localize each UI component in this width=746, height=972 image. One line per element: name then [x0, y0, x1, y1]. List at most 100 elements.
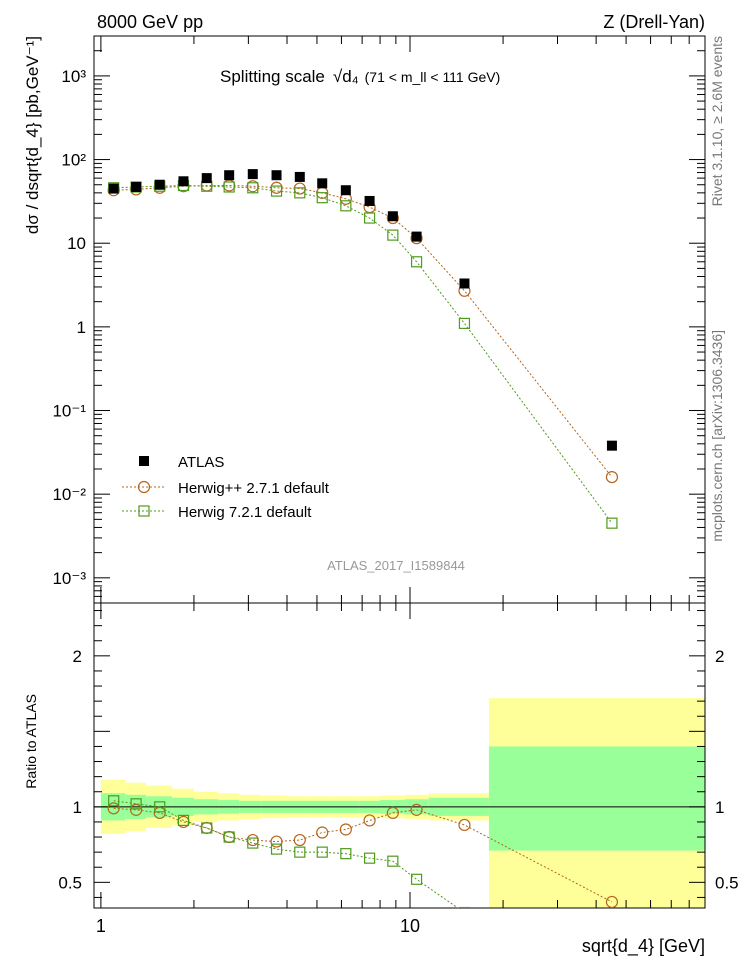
- main-y-tick-label: 10⁻³: [52, 569, 86, 588]
- main-data-point: [201, 173, 212, 184]
- ratio-y-tick-label-right: 2: [715, 647, 724, 666]
- legend-label: Herwig 7.2.1 default: [178, 504, 312, 521]
- mcplots-credit: mcplots.cern.ch [arXiv:1306.3436]: [709, 330, 725, 542]
- main-data-point: [270, 181, 283, 194]
- chart-title-math: √d₄: [333, 67, 359, 86]
- main-data-point: [387, 229, 399, 241]
- legend: ATLAS Herwig++ 2.7.1 default Herwig 7.2.1 …: [122, 454, 330, 521]
- ratio-data-point: [340, 848, 352, 860]
- main-data-point: [131, 181, 142, 192]
- ratio-data-point: [201, 822, 213, 834]
- main-data-point: [605, 470, 619, 484]
- main-data-point: [340, 200, 352, 212]
- main-data-point: [363, 212, 376, 224]
- main-data-point: [293, 182, 306, 195]
- main-data-point: [411, 231, 422, 242]
- ratio-y-label: Ratio to ATLAS: [23, 694, 39, 789]
- watermark: ATLAS_2017_I1589844: [327, 558, 465, 573]
- ratio-data-point: [410, 803, 423, 816]
- main-data-point: [458, 317, 471, 330]
- main-data-point: [108, 183, 119, 194]
- main-data-point: [387, 211, 398, 222]
- ratio-y-tick-label-right: 1: [715, 798, 724, 817]
- ratio-data-point: [108, 795, 120, 807]
- ratio-y-tick-label: 2: [73, 647, 82, 666]
- ratio-data-point: [246, 833, 259, 847]
- main-data-point: [224, 170, 235, 181]
- main-y-label: dσ / dsqrt{d_4} [pb,GeV⁻¹]: [23, 36, 42, 234]
- main-y-tick-label: 10²: [61, 151, 86, 170]
- x-axis-label: sqrt{d_4} [GeV]: [582, 936, 705, 957]
- main-y-tick-label: 10⁻¹: [52, 402, 86, 421]
- ratio-data-point: [177, 814, 190, 827]
- legend-marker: [137, 480, 151, 494]
- main-data-point: [459, 278, 470, 289]
- header-right: Z (Drell-Yan): [603, 12, 705, 32]
- ratio-panel: 1 10 0.5 0.5 1 1 2 2: [58, 602, 739, 936]
- main-data-point: [316, 192, 328, 204]
- main-data-point: [154, 179, 165, 190]
- main-data-point: [178, 176, 189, 187]
- ratio-data-point: [223, 831, 235, 843]
- legend-marker: [138, 505, 150, 517]
- main-series-line: [113, 184, 613, 478]
- ratio-series-line: [113, 807, 613, 903]
- ratio-data-point: [316, 846, 328, 858]
- ratio-data-point: [153, 806, 166, 819]
- ratio-data-point: [316, 826, 329, 839]
- ratio-data-point: [363, 852, 376, 864]
- ratio-frame: [93, 602, 706, 909]
- x-tick-label: 10: [400, 916, 420, 936]
- main-panel: 10⁻³ 10⁻² 10⁻¹ 1 10 10² 10³: [52, 35, 706, 604]
- plot-texts: 8000 GeV pp Z (Drell-Yan) Rivet 3.1.10, …: [23, 12, 725, 957]
- ratio-data-point: [293, 833, 306, 847]
- ratio-y-tick-label-right: 0.5: [715, 873, 739, 892]
- main-data-point: [606, 440, 617, 451]
- main-data-point: [247, 169, 258, 180]
- ratio-data-point: [410, 873, 423, 885]
- main-y-tick-label: 10³: [61, 67, 86, 86]
- ratio-series-group: [107, 795, 619, 908]
- ratio-data-point: [339, 823, 352, 836]
- main-data-point: [270, 185, 283, 197]
- ratio-data-point: [270, 843, 283, 855]
- ratio-data-point: [130, 798, 142, 810]
- x-tick-label: 1: [96, 916, 106, 936]
- main-data-point: [294, 187, 306, 199]
- ratio-data-point: [154, 801, 166, 813]
- main-data-point: [606, 517, 618, 529]
- ratio-y-tick-label: 1: [73, 798, 82, 817]
- legend-label: Herwig++ 2.7.1 default: [178, 480, 330, 497]
- ratio-series-line: [113, 800, 459, 908]
- main-y-tick-label: 1: [77, 318, 86, 337]
- main-y-tick-label: 10⁻²: [52, 485, 86, 504]
- main-data-point: [340, 185, 351, 196]
- header-left: 8000 GeV pp: [97, 12, 203, 32]
- ratio-data-point: [386, 806, 399, 819]
- ratio-data-point: [107, 802, 120, 815]
- ratio-inner-band: [488, 746, 705, 851]
- main-data-point: [294, 171, 305, 182]
- ratio-data-point: [247, 837, 259, 849]
- ratio-y-tick-label: 0.5: [58, 873, 82, 892]
- ratio-data-point: [605, 895, 619, 908]
- ratio-data-point: [458, 818, 471, 832]
- chart-title-main: Splitting scale: [220, 67, 325, 86]
- ratio-data-point: [200, 821, 213, 835]
- main-data-point: [247, 182, 259, 194]
- legend-marker: [139, 456, 149, 466]
- main-data-point: [317, 178, 328, 189]
- ratio-data-point: [223, 830, 236, 844]
- main-data-point: [271, 170, 282, 181]
- rivet-version: Rivet 3.1.10, ≥ 2.6M events: [709, 36, 725, 206]
- ratio-data-point: [130, 803, 143, 816]
- ratio-data-point: [387, 855, 399, 867]
- main-y-tick-label: 10: [67, 234, 86, 253]
- main-data-point: [410, 256, 423, 268]
- main-data-point: [364, 195, 375, 206]
- chart-title-range: (71 < m_ll < 111 GeV): [365, 69, 501, 85]
- main-series-line: [113, 184, 613, 524]
- ratio-data-point: [294, 846, 306, 858]
- ratio-data-point: [270, 835, 283, 848]
